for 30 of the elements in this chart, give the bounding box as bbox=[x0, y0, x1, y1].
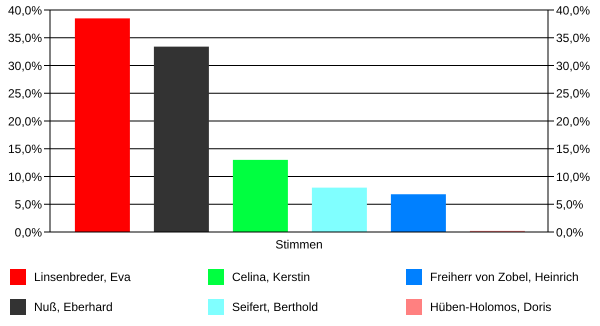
text: 15,0% bbox=[556, 142, 590, 156]
bar bbox=[232, 160, 288, 232]
text: 40,0% bbox=[556, 3, 590, 18]
legend-label: Seifert, Berthold bbox=[232, 300, 318, 314]
legend-label: Celina, Kerstin bbox=[232, 270, 310, 284]
text: 25,0% bbox=[556, 86, 590, 101]
text: 35,0% bbox=[556, 31, 590, 46]
y-tick-label: 20,0% bbox=[8, 114, 42, 128]
y-tick-label: 30,0% bbox=[8, 58, 42, 73]
bar bbox=[312, 188, 367, 232]
y-tick-label: 35,0% bbox=[8, 31, 42, 46]
text: 0,0% bbox=[556, 225, 584, 240]
y-tick-label: 10,0% bbox=[8, 170, 42, 184]
y-tick-label: 40,0% bbox=[8, 3, 42, 18]
legend-label: Linsenbreder, Eva bbox=[34, 270, 131, 284]
text: 20,0% bbox=[556, 114, 590, 128]
legend-label: Nuß, Eberhard bbox=[34, 300, 113, 314]
y-tick-label: 15,0% bbox=[8, 142, 42, 156]
text: 10,0% bbox=[556, 170, 590, 184]
legend-label: Freiherr von Zobel, Heinrich bbox=[430, 270, 579, 284]
text: 30,0% bbox=[556, 58, 590, 73]
bar bbox=[74, 18, 130, 232]
y-tick-label: 5,0% bbox=[14, 198, 42, 212]
legend-label: Hüben-Holomos, Doris bbox=[430, 300, 552, 314]
x-tick-label: Stimmen bbox=[275, 238, 323, 252]
y-tick-label: 0,0% bbox=[14, 225, 42, 240]
text: 5,0% bbox=[556, 198, 584, 212]
bar bbox=[390, 194, 446, 232]
y-tick-label: 25,0% bbox=[8, 86, 42, 101]
bar bbox=[154, 46, 209, 232]
